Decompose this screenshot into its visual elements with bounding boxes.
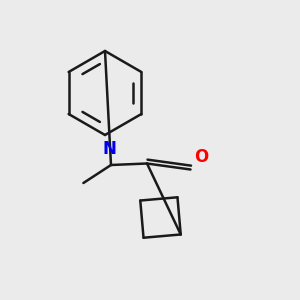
Text: N: N bbox=[103, 140, 116, 158]
Text: O: O bbox=[194, 148, 208, 166]
